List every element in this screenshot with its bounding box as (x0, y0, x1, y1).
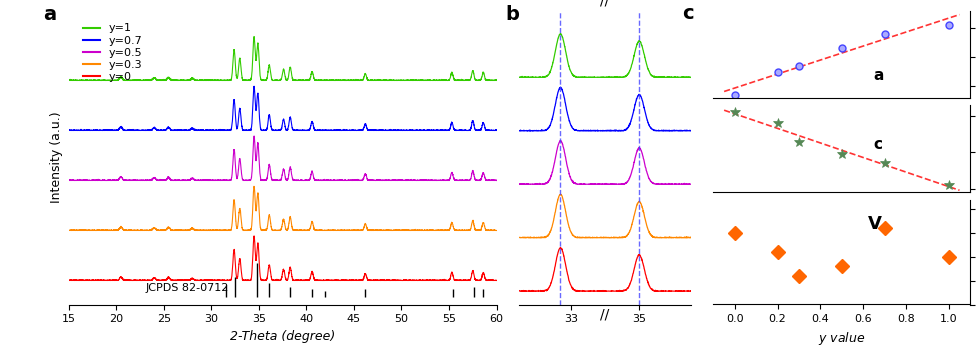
Text: //: // (601, 0, 610, 8)
Text: $\mathbf{V}$: $\mathbf{V}$ (867, 215, 883, 233)
Legend: y=1, y=0.7, y=0.5, y=0.3, y=0: y=1, y=0.7, y=0.5, y=0.3, y=0 (78, 19, 147, 87)
Text: $\mathbf{a}$: $\mathbf{a}$ (872, 68, 884, 83)
Text: c: c (683, 4, 694, 22)
X-axis label: $y$ value: $y$ value (818, 330, 865, 347)
Y-axis label: Intensity (a.u.): Intensity (a.u.) (50, 112, 63, 203)
X-axis label: 2-Theta (degree): 2-Theta (degree) (230, 330, 335, 343)
Text: b: b (506, 5, 519, 23)
Text: //: // (601, 307, 610, 321)
Text: $\mathbf{c}$: $\mathbf{c}$ (872, 137, 883, 152)
Text: a: a (43, 5, 56, 23)
Text: JCPDS 82-0712: JCPDS 82-0712 (146, 283, 229, 293)
